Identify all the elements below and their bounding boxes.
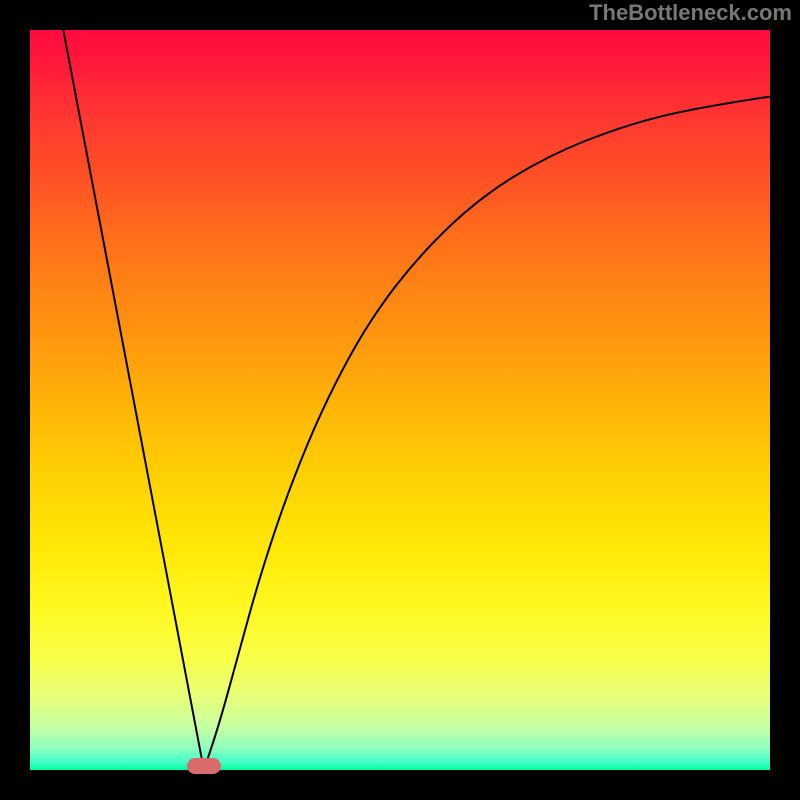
plot-svg: [30, 30, 770, 770]
watermark-text: TheBottleneck.com: [589, 0, 792, 26]
chart-container: TheBottleneck.com: [0, 0, 800, 800]
plot-area: [30, 30, 770, 770]
optimum-marker: [187, 758, 221, 774]
gradient-background: [30, 30, 770, 770]
